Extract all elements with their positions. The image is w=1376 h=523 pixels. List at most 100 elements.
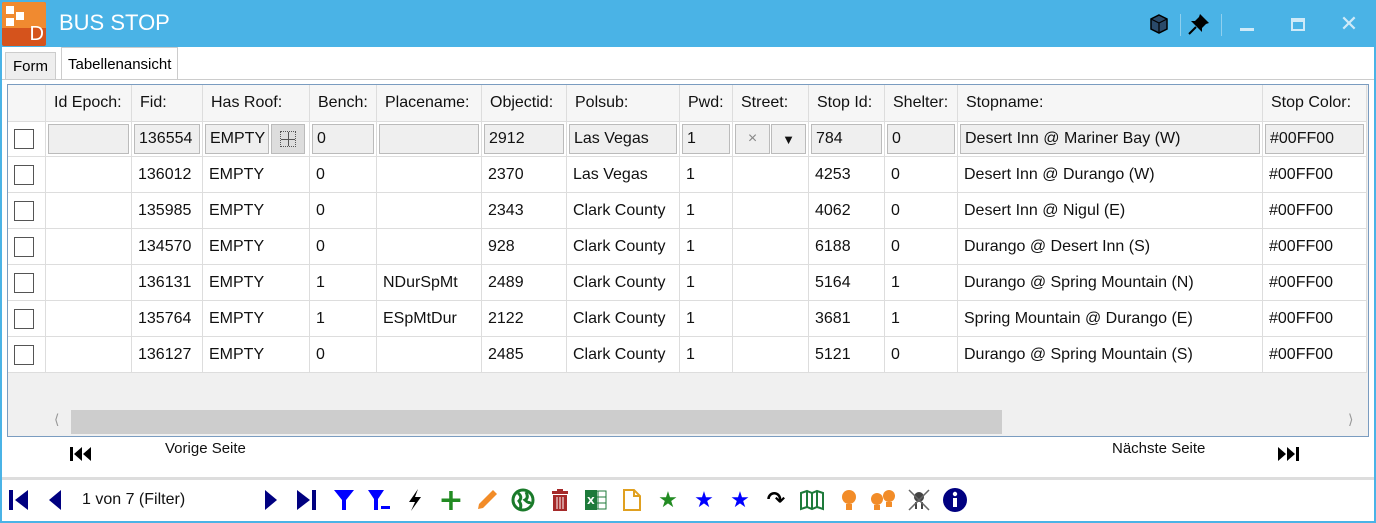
cell-placename[interactable]: NDurSpMt bbox=[377, 265, 482, 301]
cell-street[interactable] bbox=[733, 229, 809, 265]
column-header-placename[interactable]: Placename: bbox=[377, 85, 482, 122]
cell-pwd[interactable]: 1 bbox=[680, 265, 733, 301]
filter-input-placename[interactable] bbox=[379, 124, 479, 154]
cell-has-roof[interactable]: EMPTY bbox=[203, 157, 310, 193]
row-checkbox[interactable] bbox=[14, 308, 34, 329]
cube-icon[interactable] bbox=[1147, 12, 1171, 36]
cell-has-roof[interactable]: EMPTY bbox=[203, 229, 310, 265]
lightbulb-icon[interactable] bbox=[836, 486, 862, 514]
clear-street-filter-button[interactable]: × bbox=[735, 124, 770, 154]
filter-input-objectid[interactable]: 2912 bbox=[484, 124, 564, 154]
cell-stop-id[interactable]: 3681 bbox=[809, 301, 885, 337]
cell-pwd[interactable]: 1 bbox=[680, 157, 733, 193]
scroll-left-icon[interactable]: ⟨ bbox=[54, 412, 60, 428]
cell-stopname[interactable]: Durango @ Spring Mountain (N) bbox=[958, 265, 1263, 301]
redo-icon[interactable]: ↷ bbox=[766, 487, 786, 513]
filter-input-fid[interactable]: 136554 bbox=[134, 124, 200, 154]
cell-id-epoch[interactable] bbox=[46, 337, 132, 373]
filter-input-shelter[interactable]: 0 bbox=[887, 124, 955, 154]
grid-picker-button[interactable] bbox=[271, 124, 305, 154]
street-dropdown-button[interactable]: ▼ bbox=[771, 124, 806, 154]
cell-shelter[interactable]: 0 bbox=[885, 157, 958, 193]
cell-has-roof[interactable]: EMPTY bbox=[203, 337, 310, 373]
cell-id-epoch[interactable] bbox=[46, 193, 132, 229]
disabled-tool-icon[interactable] bbox=[906, 486, 932, 514]
tab-form[interactable]: Form bbox=[5, 52, 56, 80]
cell-stop-id[interactable]: 4062 bbox=[809, 193, 885, 229]
cell-fid[interactable]: 135764 bbox=[132, 301, 203, 337]
cell-shelter[interactable]: 0 bbox=[885, 229, 958, 265]
cell-street[interactable] bbox=[733, 193, 809, 229]
first-record-icon[interactable] bbox=[6, 486, 32, 514]
cell-stopname[interactable]: Desert Inn @ Nigul (E) bbox=[958, 193, 1263, 229]
cell-objectid[interactable]: 2343 bbox=[482, 193, 567, 229]
cell-has-roof[interactable]: EMPTY bbox=[203, 301, 310, 337]
filter-input-id-epoch[interactable] bbox=[48, 124, 129, 154]
cell-objectid[interactable]: 2489 bbox=[482, 265, 567, 301]
tab-tabellenansicht[interactable]: Tabellenansicht bbox=[61, 47, 179, 80]
cell-street[interactable] bbox=[733, 157, 809, 193]
column-header-stopname[interactable]: Stopname: bbox=[958, 85, 1263, 122]
cell-id-epoch[interactable] bbox=[46, 157, 132, 193]
cell-placename[interactable] bbox=[377, 337, 482, 373]
cell-bench[interactable]: 0 bbox=[310, 337, 377, 373]
cell-shelter[interactable]: 1 bbox=[885, 301, 958, 337]
previous-page-link[interactable]: Vorige Seite bbox=[165, 440, 246, 457]
cell-street[interactable] bbox=[733, 265, 809, 301]
row-checkbox[interactable] bbox=[14, 344, 34, 365]
cell-street[interactable] bbox=[733, 301, 809, 337]
cell-stop-color[interactable]: #00FF00 bbox=[1263, 157, 1367, 193]
cell-stop-id[interactable]: 6188 bbox=[809, 229, 885, 265]
cell-has-roof[interactable]: EMPTY bbox=[203, 193, 310, 229]
column-header-bench[interactable]: Bench: bbox=[310, 85, 377, 122]
column-header-objectid[interactable]: Objectid: bbox=[482, 85, 567, 122]
favorite-star-icon[interactable]: ★ bbox=[658, 487, 678, 513]
cell-placename[interactable]: ESpMtDur bbox=[377, 301, 482, 337]
minimize-button[interactable] bbox=[1235, 12, 1259, 36]
table-row[interactable]: 135764 EMPTY 1 ESpMtDur 2122 Clark County 1 368… bbox=[8, 301, 1367, 337]
column-header-has-roof[interactable]: Has Roof: bbox=[203, 85, 310, 122]
cell-stop-color[interactable]: #00FF00 bbox=[1263, 265, 1367, 301]
next-page-link[interactable]: Nächste Seite bbox=[1112, 440, 1206, 457]
column-header-stop-id[interactable]: Stop Id: bbox=[809, 85, 885, 122]
scrollbar-thumb[interactable] bbox=[71, 410, 1002, 434]
lightning-icon[interactable] bbox=[402, 486, 428, 514]
delete-trash-icon[interactable] bbox=[547, 486, 573, 514]
lightbulbs-icon[interactable] bbox=[869, 486, 895, 514]
cell-bench[interactable]: 0 bbox=[310, 193, 377, 229]
cell-bench[interactable]: 0 bbox=[310, 157, 377, 193]
cell-fid[interactable]: 136012 bbox=[132, 157, 203, 193]
first-page-button[interactable] bbox=[68, 444, 100, 468]
cell-stopname[interactable]: Desert Inn @ Durango (W) bbox=[958, 157, 1263, 193]
table-row[interactable]: 136012 EMPTY 0 2370 Las Vegas 1 4253 0 Desert In… bbox=[8, 157, 1367, 193]
column-header-shelter[interactable]: Shelter: bbox=[885, 85, 958, 122]
cell-bench[interactable]: 0 bbox=[310, 229, 377, 265]
cell-polsub[interactable]: Las Vegas bbox=[567, 157, 680, 193]
cell-pwd[interactable]: 1 bbox=[680, 229, 733, 265]
excel-export-icon[interactable]: X bbox=[583, 486, 609, 514]
cell-polsub[interactable]: Clark County bbox=[567, 265, 680, 301]
row-checkbox[interactable] bbox=[14, 200, 34, 221]
cell-stopname[interactable]: Durango @ Desert Inn (S) bbox=[958, 229, 1263, 265]
map-book-icon[interactable] bbox=[799, 486, 825, 514]
cell-stop-color[interactable]: #00FF00 bbox=[1263, 229, 1367, 265]
cell-pwd[interactable]: 1 bbox=[680, 337, 733, 373]
cell-id-epoch[interactable] bbox=[46, 265, 132, 301]
scroll-right-icon[interactable]: ⟩ bbox=[1348, 412, 1354, 428]
row-checkbox[interactable] bbox=[14, 129, 34, 149]
cell-objectid[interactable]: 2122 bbox=[482, 301, 567, 337]
cell-stop-id[interactable]: 5164 bbox=[809, 265, 885, 301]
cell-stopname[interactable]: Durango @ Spring Mountain (S) bbox=[958, 337, 1263, 373]
row-checkbox[interactable] bbox=[14, 164, 34, 185]
cell-stop-color[interactable]: #00FF00 bbox=[1263, 337, 1367, 373]
horizontal-scrollbar[interactable]: ⟨ ⟩ bbox=[8, 408, 1368, 436]
cell-stop-color[interactable]: #00FF00 bbox=[1263, 301, 1367, 337]
cell-bench[interactable]: 1 bbox=[310, 265, 377, 301]
filter-input-bench[interactable]: 0 bbox=[312, 124, 374, 154]
globe-icon[interactable] bbox=[510, 486, 536, 514]
cell-pwd[interactable]: 1 bbox=[680, 193, 733, 229]
edit-pencil-icon[interactable] bbox=[474, 486, 500, 514]
table-row[interactable]: 135985 EMPTY 0 2343 Clark County 1 4062 0 Desert… bbox=[8, 193, 1367, 229]
close-button[interactable]: ✕ bbox=[1339, 11, 1359, 37]
cell-placename[interactable] bbox=[377, 157, 482, 193]
